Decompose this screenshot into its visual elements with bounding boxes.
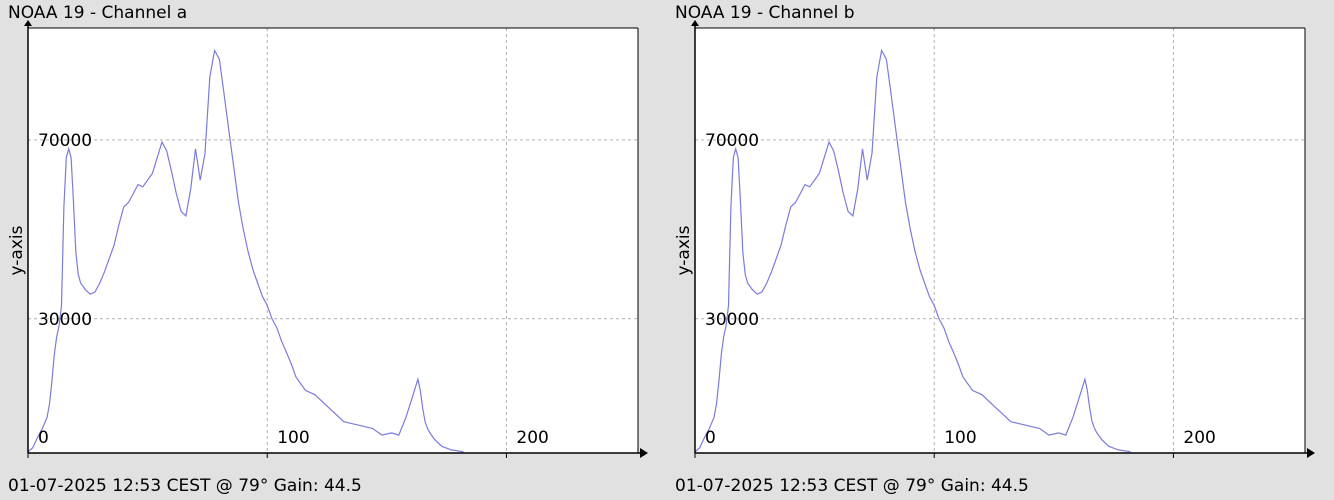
line-chart: 0 100 200 30000 70000 y-axis xyxy=(7,20,648,458)
y-tick-label: 70000 xyxy=(38,131,92,151)
y-tick-label: 70000 xyxy=(705,131,759,151)
x-tick-label: 0 xyxy=(38,428,49,448)
x-axis-arrow xyxy=(640,448,648,458)
x-tick-label: 200 xyxy=(516,428,548,448)
plot-area xyxy=(28,28,638,453)
chart-footer: 01-07-2025 12:53 CEST @ 79° Gain: 44.5 xyxy=(675,476,1029,496)
chart-title: NOAA 19 - Channel a xyxy=(8,3,188,23)
x-axis-arrow xyxy=(1307,448,1315,458)
y-axis-arrow xyxy=(691,20,699,26)
data-series-line xyxy=(27,48,464,453)
data-series-line xyxy=(694,48,1131,453)
x-tick-label: 0 xyxy=(705,428,716,448)
chart-title: NOAA 19 - Channel b xyxy=(675,3,855,23)
x-tick-label: 100 xyxy=(277,428,309,448)
chart-footer: 01-07-2025 12:53 CEST @ 79° Gain: 44.5 xyxy=(8,476,362,496)
y-tick-label: 30000 xyxy=(38,310,92,330)
x-tick-label: 100 xyxy=(944,428,976,448)
line-chart: 0 100 200 30000 70000 y-axis xyxy=(674,20,1315,458)
y-axis-label: y-axis xyxy=(7,225,27,275)
y-axis-arrow xyxy=(24,20,32,26)
chart-panel-channel-a: NOAA 19 - Channel a 0 100 200 30000 70000 y-a… xyxy=(7,3,648,496)
chart-panel-channel-b: NOAA 19 - Channel b 0 100 200 30000 70000 y-a… xyxy=(667,0,1334,500)
y-axis-label: y-axis xyxy=(674,225,694,275)
plot-area xyxy=(695,28,1305,453)
y-tick-label: 30000 xyxy=(705,310,759,330)
x-tick-label: 200 xyxy=(1183,428,1215,448)
